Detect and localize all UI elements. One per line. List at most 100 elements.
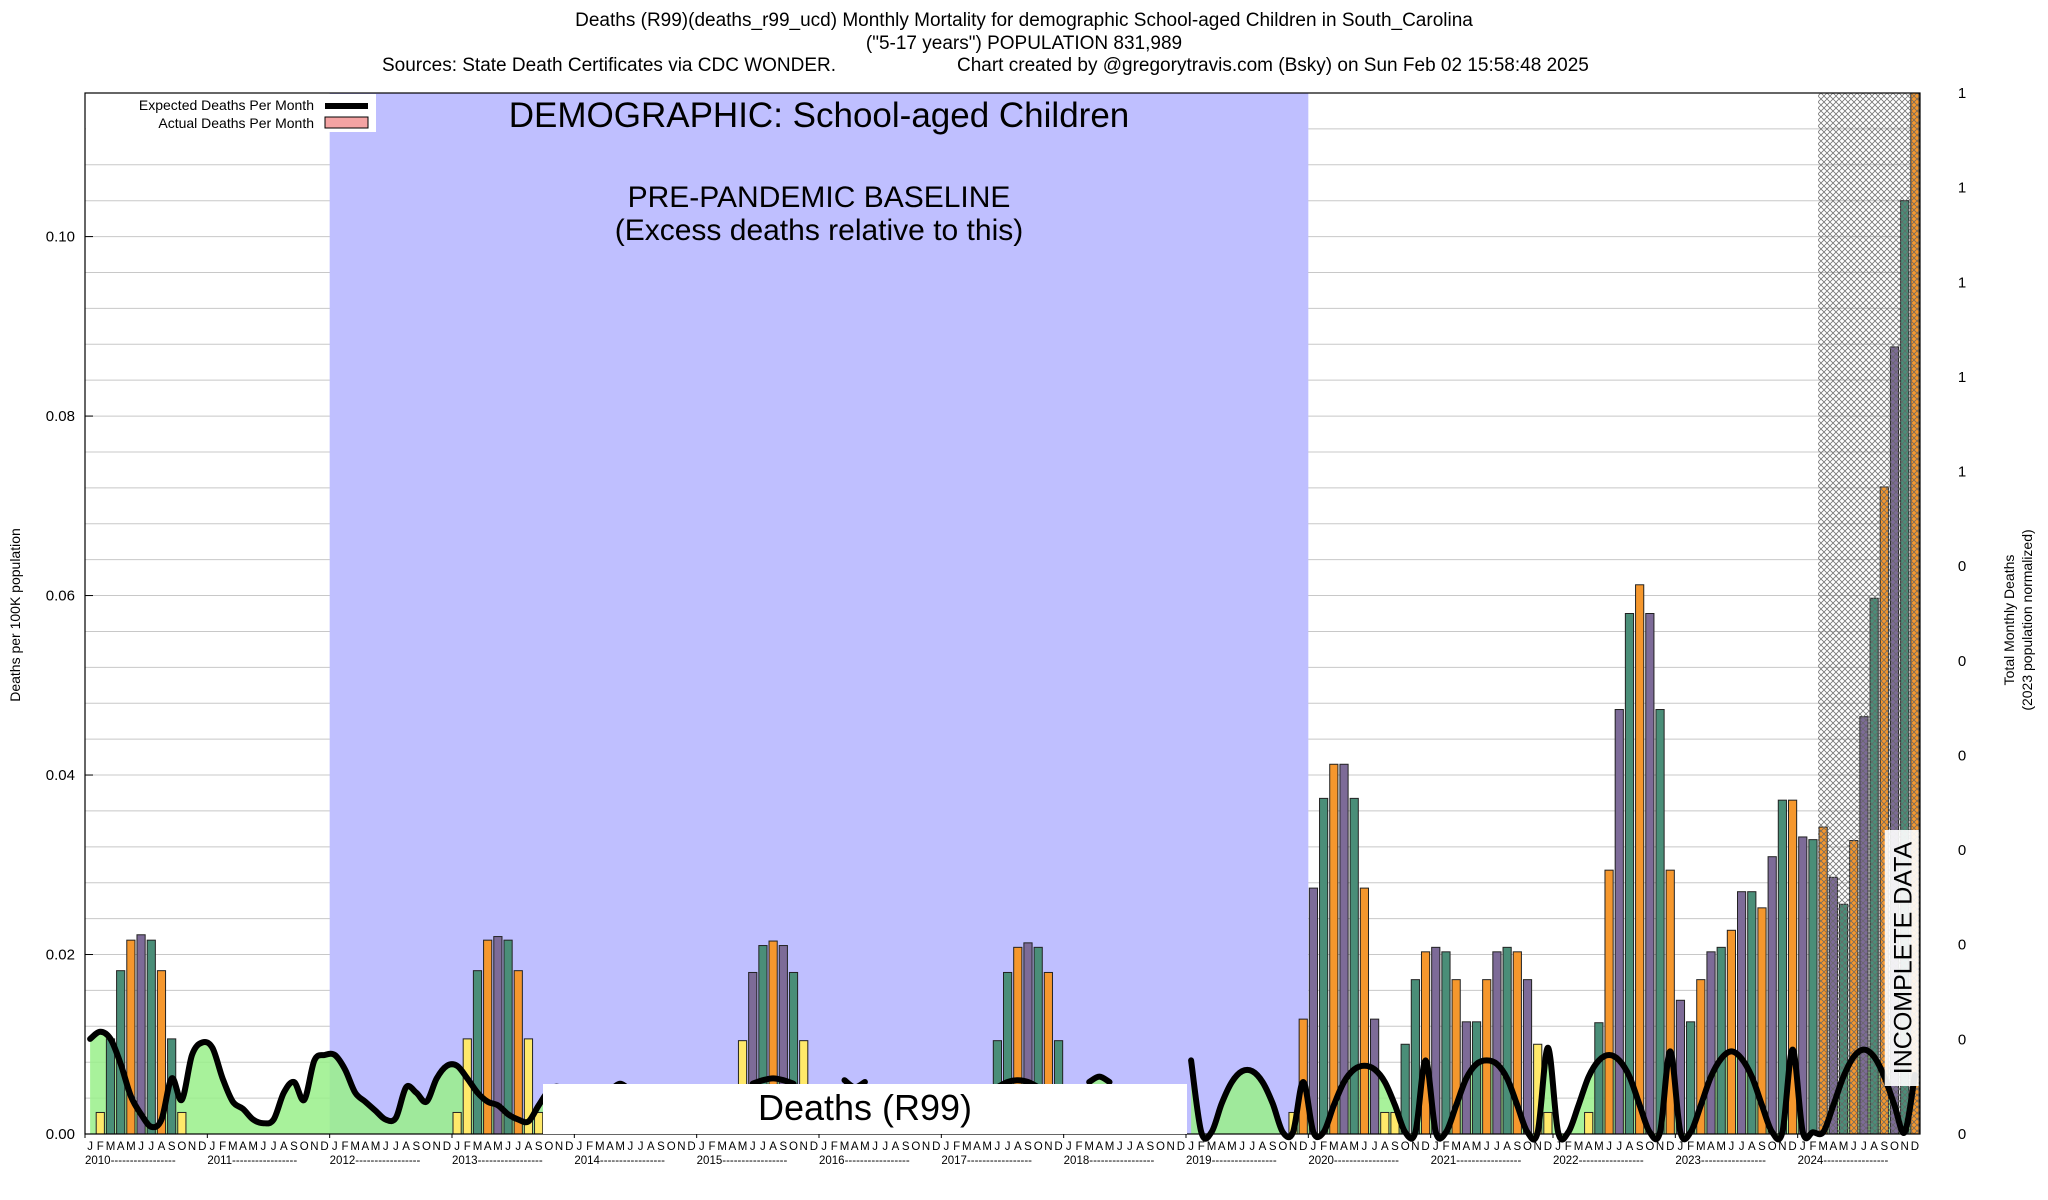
x-month-label: N bbox=[1289, 1141, 1297, 1153]
actual-bar bbox=[177, 1111, 187, 1135]
x-month-label: J bbox=[882, 1141, 888, 1153]
x-month-label: M bbox=[962, 1141, 972, 1153]
actual-bar bbox=[1645, 613, 1655, 1135]
x-month-label: M bbox=[717, 1141, 727, 1153]
x-month-label: O bbox=[1401, 1141, 1410, 1153]
actual-bar bbox=[513, 970, 523, 1135]
actual-bar bbox=[1594, 1022, 1604, 1135]
expected-line-segment bbox=[994, 1077, 1042, 1091]
x-month-label: D bbox=[1544, 1141, 1552, 1153]
x-month-label: J bbox=[1117, 1141, 1123, 1153]
x-month-label: M bbox=[1329, 1141, 1339, 1153]
y2-tick-label: 0 bbox=[1958, 842, 1966, 859]
y2-tick-label: 0 bbox=[1958, 1126, 1966, 1143]
y2-tick-label: 0 bbox=[1958, 937, 1966, 954]
x-month-label: S bbox=[1269, 1141, 1277, 1153]
y2-tick-label: 1 bbox=[1958, 369, 1966, 386]
actual-bar bbox=[136, 934, 146, 1135]
x-month-label: S bbox=[290, 1141, 298, 1153]
legend-expected-label: Expected Deaths Per Month bbox=[139, 97, 314, 113]
x-month-label: A bbox=[1014, 1141, 1022, 1153]
actual-bar bbox=[1543, 1111, 1553, 1135]
x-month-label: J bbox=[577, 1141, 583, 1153]
x-month-label: F bbox=[1809, 1141, 1816, 1153]
x-month-label: A bbox=[1381, 1141, 1389, 1153]
actual-bar bbox=[1655, 709, 1665, 1135]
x-month-label: M bbox=[473, 1141, 483, 1153]
x-year-label: 2021----------------- bbox=[1431, 1155, 1522, 1167]
x-month-label: M bbox=[1207, 1141, 1217, 1153]
x-month-label: F bbox=[1320, 1141, 1327, 1153]
y2-tick-label: 0 bbox=[1958, 558, 1966, 575]
y-tick-label: 0.02 bbox=[46, 947, 75, 964]
x-month-label: F bbox=[1442, 1141, 1449, 1153]
y-tick-label: 0.06 bbox=[46, 588, 75, 605]
x-month-label: A bbox=[769, 1141, 777, 1153]
x-month-label: O bbox=[422, 1141, 431, 1153]
x-month-label: M bbox=[1084, 1141, 1094, 1153]
x-month-label: F bbox=[586, 1141, 593, 1153]
baseline-label-2: (Excess deaths relative to this) bbox=[615, 214, 1024, 247]
x-month-label: F bbox=[708, 1141, 715, 1153]
x-month-label: N bbox=[555, 1141, 563, 1153]
actual-bar bbox=[1329, 763, 1339, 1135]
x-month-label: A bbox=[1463, 1141, 1471, 1153]
x-month-label: N bbox=[800, 1141, 808, 1153]
x-month-label: S bbox=[1024, 1141, 1032, 1153]
y-tick-label: 0.08 bbox=[46, 408, 75, 425]
x-month-label: N bbox=[1167, 1141, 1175, 1153]
x-month-label: S bbox=[1636, 1141, 1644, 1153]
x-month-label: M bbox=[228, 1141, 238, 1153]
actual-bar bbox=[105, 1038, 116, 1135]
x-month-label: A bbox=[1870, 1141, 1878, 1153]
x-month-label: D bbox=[1421, 1141, 1429, 1153]
y2-tick-label: 1 bbox=[1958, 464, 1966, 481]
x-month-label: F bbox=[464, 1141, 471, 1153]
x-month-label: M bbox=[1349, 1141, 1359, 1153]
baseline-rect bbox=[329, 93, 1309, 1134]
x-month-label: J bbox=[505, 1141, 511, 1153]
y2-axis-label-line1: Total Monthly Deaths bbox=[2001, 555, 2017, 686]
x-month-label: M bbox=[350, 1141, 360, 1153]
x-month-label: M bbox=[1818, 1141, 1828, 1153]
x-month-label: M bbox=[1696, 1141, 1706, 1153]
x-month-label: N bbox=[1656, 1141, 1664, 1153]
x-month-label: O bbox=[1890, 1141, 1899, 1153]
x-month-label: J bbox=[1616, 1141, 1622, 1153]
actual-bar bbox=[503, 939, 513, 1135]
actual-bar bbox=[1308, 887, 1319, 1135]
x-month-label: S bbox=[1880, 1141, 1888, 1153]
x-month-label: M bbox=[1227, 1141, 1237, 1153]
baseline-label-1: PRE-PANDEMIC BASELINE bbox=[628, 181, 1011, 214]
x-month-label: D bbox=[198, 1141, 206, 1153]
actual-bar bbox=[1298, 1018, 1308, 1135]
x-month-label: A bbox=[729, 1141, 737, 1153]
x-month-label: A bbox=[280, 1141, 288, 1153]
x-year-label: 2013----------------- bbox=[452, 1155, 543, 1167]
x-month-label: A bbox=[851, 1141, 859, 1153]
x-year-label: 2018----------------- bbox=[1064, 1155, 1155, 1167]
x-month-label: A bbox=[1096, 1141, 1104, 1153]
x-month-label: J bbox=[1127, 1141, 1133, 1153]
legend-actual-swatch bbox=[324, 116, 369, 129]
x-month-label: O bbox=[1645, 1141, 1654, 1153]
x-year-label: 2019----------------- bbox=[1186, 1155, 1277, 1167]
x-month-label: A bbox=[402, 1141, 410, 1153]
x-month-label: J bbox=[995, 1141, 1001, 1153]
x-month-label: A bbox=[973, 1141, 981, 1153]
x-month-label: O bbox=[667, 1141, 676, 1153]
x-month-label: S bbox=[168, 1141, 176, 1153]
x-month-label: M bbox=[126, 1141, 136, 1153]
x-month-label: M bbox=[1839, 1141, 1849, 1153]
x-month-label: J bbox=[1311, 1141, 1317, 1153]
x-month-label: O bbox=[544, 1141, 553, 1153]
x-month-label: J bbox=[1249, 1141, 1255, 1153]
x-month-label: N bbox=[1778, 1141, 1786, 1153]
x-month-label: D bbox=[1177, 1141, 1185, 1153]
x-month-label: S bbox=[902, 1141, 910, 1153]
x-month-label: D bbox=[1911, 1141, 1919, 1153]
x-month-label: J bbox=[1362, 1141, 1368, 1153]
actual-bar bbox=[1359, 887, 1369, 1135]
legend-actual-label: Actual Deaths Per Month bbox=[158, 115, 314, 131]
x-month-label: F bbox=[1687, 1141, 1694, 1153]
